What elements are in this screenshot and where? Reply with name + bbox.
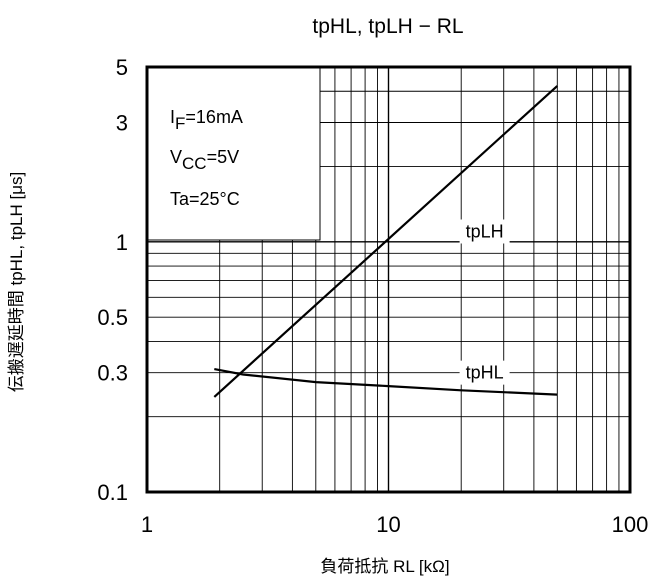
x-tick-labels: 1 10 100: [141, 512, 648, 537]
series-label-tpLH: tpLH: [466, 221, 504, 241]
x-axis-label: 負荷抵抗 RL [kΩ]: [320, 557, 449, 576]
series-label-tpHL: tpHL: [466, 363, 504, 383]
series-line-tpLH: [213, 85, 559, 398]
series-labels: tpLH tpHL: [459, 219, 510, 385]
conditions-box: [146, 66, 321, 241]
y-axis-label: 伝搬遅延時間 tpHL, tpLH [μs]: [7, 172, 26, 392]
condition-ta: Ta=25°C: [170, 189, 240, 209]
y-tick-label: 0.1: [97, 480, 128, 505]
y-tick-label: 1: [116, 230, 128, 255]
y-tick-label: 0.3: [97, 361, 128, 386]
grid-major: [147, 67, 630, 492]
plot-frame: [145, 65, 632, 494]
condition-if: IF=16mA: [170, 107, 243, 133]
condition-vcc: VCC=5V: [170, 147, 239, 173]
y-tick-label: 0.5: [97, 305, 128, 330]
series-label-bg-tpLH: [459, 219, 510, 244]
series-line-tpHL: [214, 368, 558, 396]
x-tick-label: 10: [376, 512, 400, 537]
series-label-bg-tpHL: [459, 360, 510, 385]
y-tick-labels: 0.1 0.3 0.5 1 3 5: [97, 55, 128, 505]
chart-title: tpHL, tpLH − RL: [312, 15, 463, 38]
x-tick-label: 1: [141, 512, 153, 537]
x-tick-label: 100: [612, 512, 649, 537]
y-tick-label: 5: [116, 55, 128, 80]
series-lines: [213, 85, 559, 398]
y-tick-label: 3: [116, 110, 128, 135]
